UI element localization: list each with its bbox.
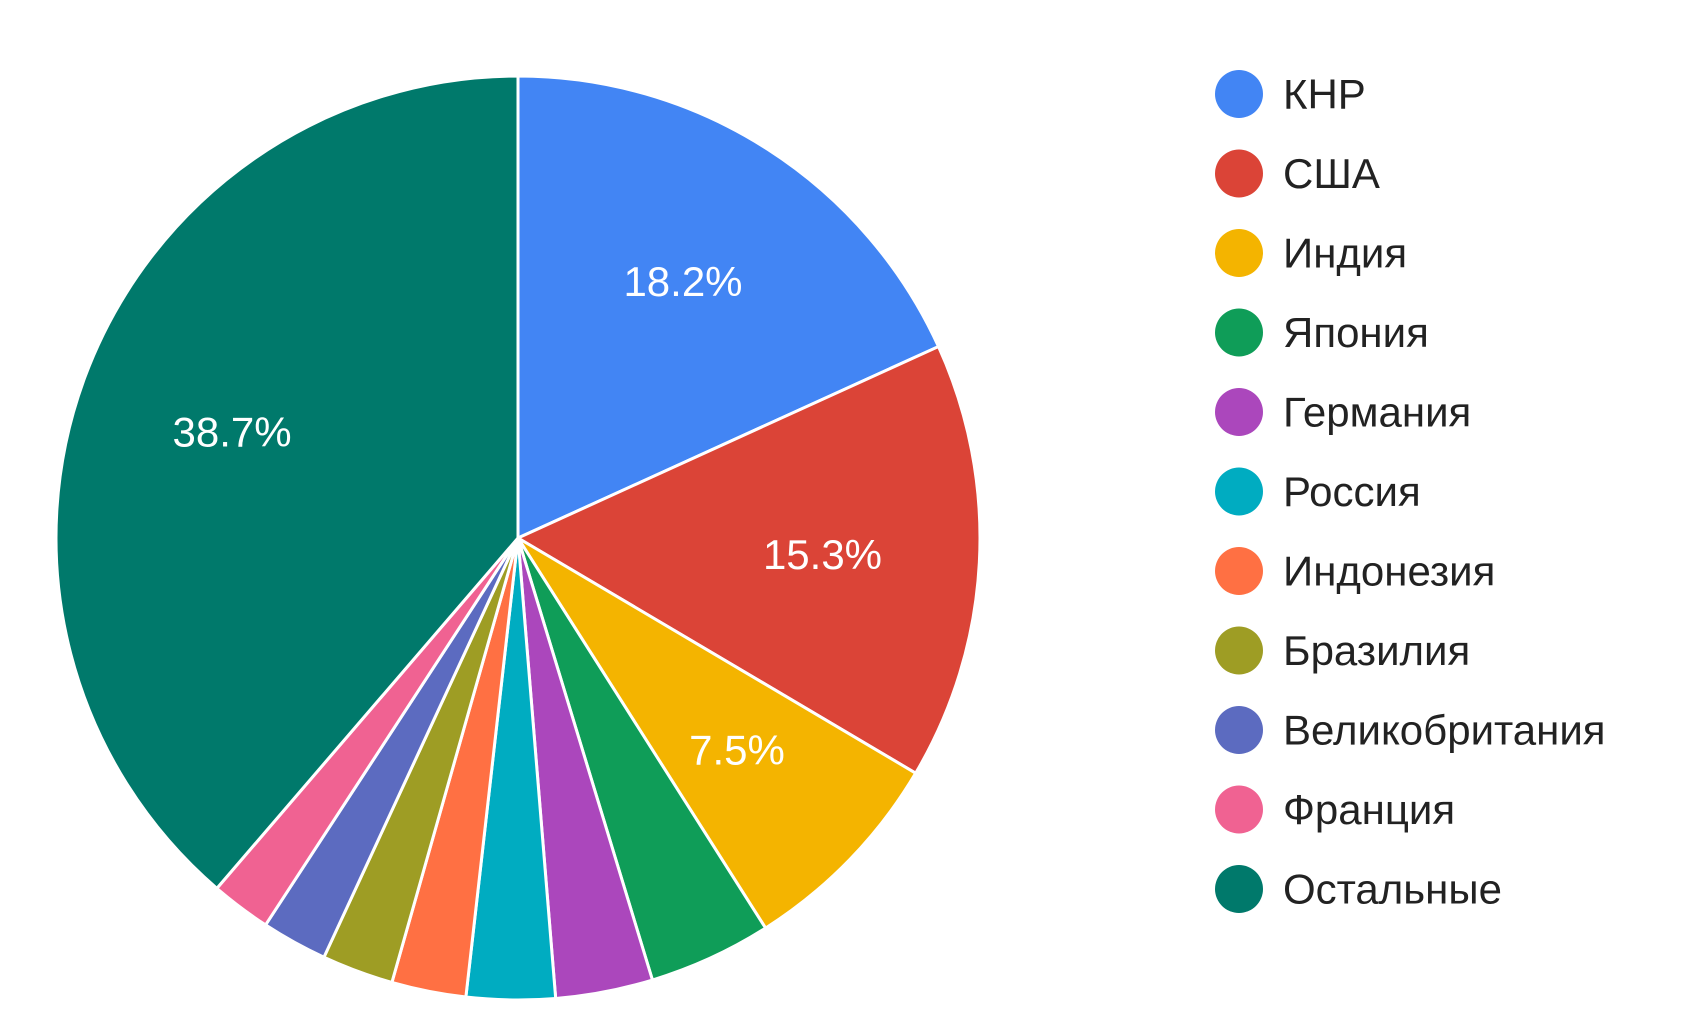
legend-label: США	[1283, 150, 1380, 197]
slice-value-label: 15.3%	[763, 531, 882, 578]
legend-swatch	[1215, 626, 1263, 675]
legend-item: Россия	[1215, 467, 1421, 516]
legend-swatch	[1215, 70, 1263, 118]
legend-swatch	[1215, 149, 1263, 198]
pie-slices	[54, 74, 982, 1002]
legend-label: Великобритания	[1283, 707, 1606, 754]
legend-item: Франция	[1215, 785, 1455, 834]
legend-item: Великобритания	[1215, 706, 1606, 754]
slice-value-label: 38.7%	[173, 409, 292, 456]
legend-label: Индия	[1283, 230, 1407, 277]
legend-item: Индия	[1215, 229, 1407, 277]
legend-item: Япония	[1215, 308, 1429, 357]
legend-item: КНР	[1215, 70, 1366, 118]
legend-item: Германия	[1215, 388, 1471, 436]
legend-label: Россия	[1283, 468, 1421, 515]
legend-swatch	[1215, 467, 1263, 516]
legend-item: Остальные	[1215, 865, 1502, 913]
legend-label: Япония	[1283, 309, 1429, 356]
pie-slice	[516, 536, 918, 930]
slice-value-label: 18.2%	[623, 258, 742, 305]
legend-label: КНР	[1283, 71, 1366, 118]
legend-label: Франция	[1283, 786, 1455, 833]
pie-slice	[54, 74, 520, 890]
legend-swatch	[1215, 388, 1263, 436]
pie-slice	[516, 345, 982, 775]
legend-swatch	[1215, 547, 1263, 595]
slice-value-label: 7.5%	[689, 727, 785, 774]
legend-swatch	[1215, 229, 1263, 277]
legend-swatch	[1215, 865, 1263, 913]
legend-swatch	[1215, 785, 1263, 834]
legend-label: Индонезия	[1283, 548, 1495, 595]
legend-label: Бразилия	[1283, 627, 1470, 674]
legend-swatch	[1215, 706, 1263, 754]
legend-label: Германия	[1283, 389, 1471, 436]
legend-swatch	[1215, 308, 1263, 357]
legend-item: Индонезия	[1215, 547, 1495, 595]
pie-slice-labels: 18.2% 15.3% 7.5% 38.7%	[173, 258, 882, 774]
legend-item: США	[1215, 149, 1380, 198]
legend: КНР США Индия Япония Германия Россия Индонезия…	[1215, 70, 1606, 913]
pie-slice	[516, 74, 940, 540]
legend-item: Бразилия	[1215, 626, 1470, 675]
legend-label: Остальные	[1283, 866, 1502, 913]
